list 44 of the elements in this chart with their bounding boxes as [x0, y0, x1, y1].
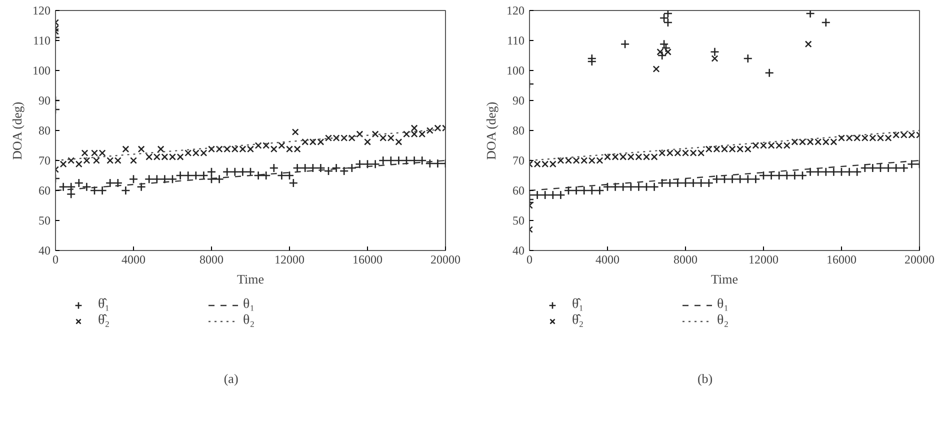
text: (a)	[224, 371, 238, 386]
x-tick-label: 4000	[596, 252, 620, 266]
x-tick-label: 12000	[748, 252, 778, 266]
y-tick-label: 90	[38, 94, 50, 108]
y-tick-label: 60	[512, 184, 524, 198]
legend-label: θ̂₁	[572, 297, 585, 313]
legend-label: θ̂₂	[572, 313, 585, 329]
legend-label: θ₁	[717, 297, 730, 313]
y-tick-label: 60	[38, 184, 50, 198]
y-axis-title: DOA (deg)	[484, 102, 498, 160]
x-tick-label: 20000	[904, 252, 934, 266]
y-tick-label: 80	[512, 124, 524, 138]
y-tick-label: 100	[32, 64, 50, 78]
x-tick-label: 12000	[274, 252, 304, 266]
y-tick-label: 50	[512, 214, 524, 228]
legend-label: θ₁	[243, 297, 256, 313]
x-axis-title: Time	[237, 272, 264, 286]
y-axis-title: DOA (deg)	[10, 102, 24, 160]
y-tick-label: 90	[512, 94, 524, 108]
y-tick-label: 40	[512, 244, 524, 258]
x-tick-label: 16000	[352, 252, 382, 266]
y-tick-label: 80	[38, 124, 50, 138]
text: (b)	[697, 371, 713, 386]
x-tick-label: 8000	[200, 252, 224, 266]
y-tick-label: 50	[38, 214, 50, 228]
y-tick-label: 40	[38, 244, 50, 258]
legend-label: θ̂₂	[98, 313, 111, 329]
x-axis-title: Time	[711, 272, 738, 286]
y-tick-label: 70	[38, 154, 50, 168]
legend-label: θ₂	[717, 313, 730, 329]
x-tick-label: 16000	[826, 252, 856, 266]
x-tick-label: 20000	[430, 252, 460, 266]
y-tick-label: 110	[506, 34, 525, 48]
legend-label: θ̂₁	[98, 297, 111, 313]
y-tick-label: 70	[512, 154, 524, 168]
y-tick-label: 110	[32, 34, 51, 48]
y-tick-label: 120	[506, 4, 524, 18]
y-tick-label: 100	[506, 64, 524, 78]
x-tick-label: 0	[52, 252, 58, 266]
legend-label: θ₂	[243, 313, 256, 329]
y-tick-label: 120	[32, 4, 50, 18]
x-tick-label: 0	[526, 252, 532, 266]
x-tick-label: 4000	[122, 252, 146, 266]
x-tick-label: 8000	[674, 252, 698, 266]
